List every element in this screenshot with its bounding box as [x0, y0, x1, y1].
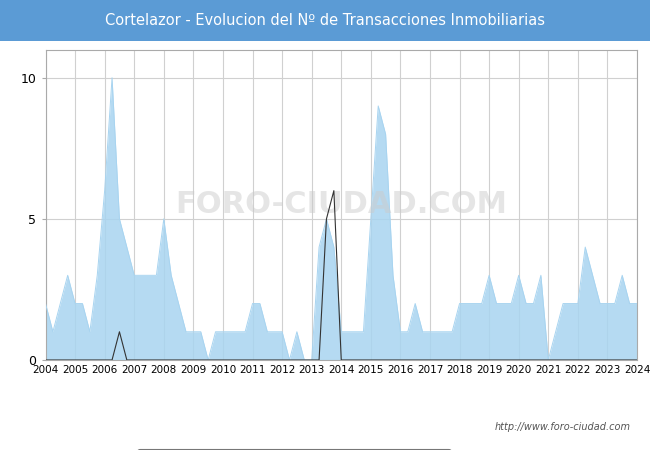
Text: FORO-CIUDAD.COM: FORO-CIUDAD.COM	[176, 190, 507, 219]
Text: Cortelazor - Evolucion del Nº de Transacciones Inmobiliarias: Cortelazor - Evolucion del Nº de Transac…	[105, 13, 545, 28]
Text: http://www.foro-ciudad.com: http://www.foro-ciudad.com	[495, 422, 630, 432]
Legend: Viviendas Nuevas, Viviendas Usadas: Viviendas Nuevas, Viviendas Usadas	[137, 449, 451, 450]
